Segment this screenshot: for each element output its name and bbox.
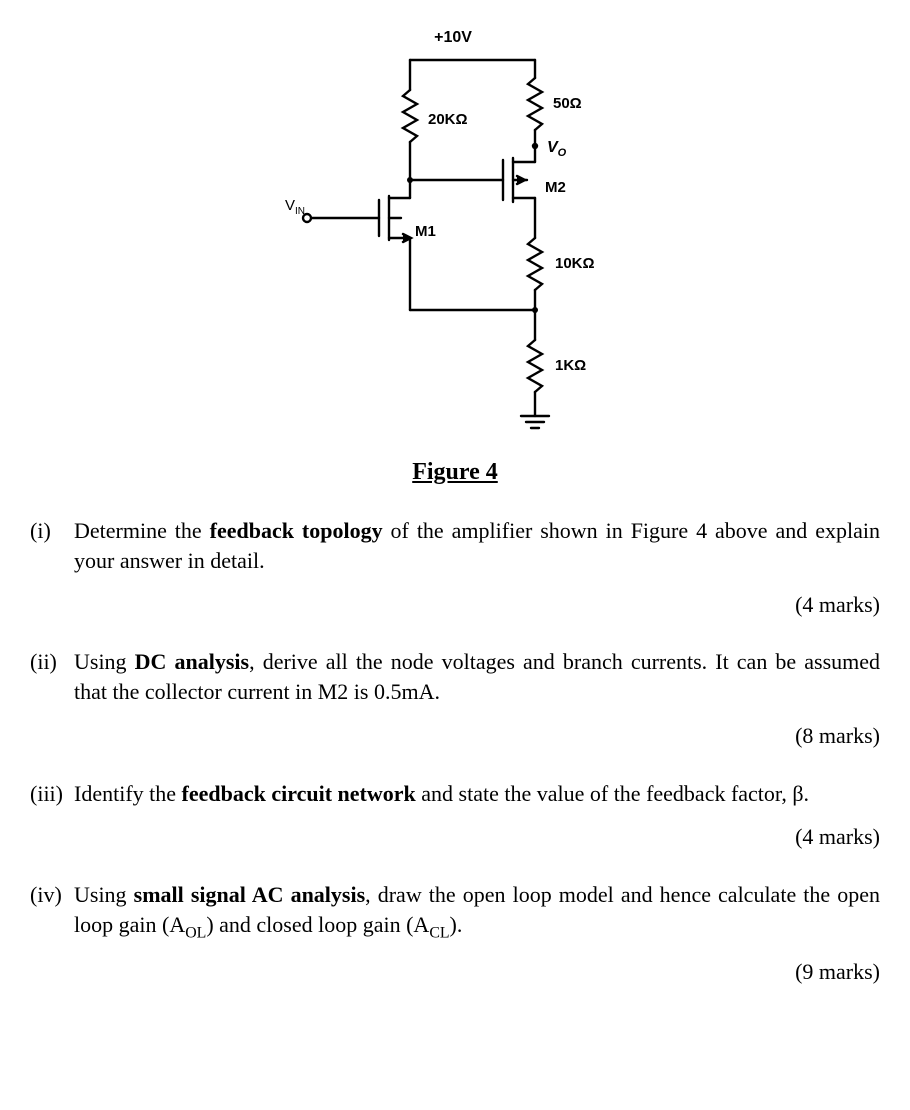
r1k-label: 1KΩ [555,357,586,374]
circuit-figure: +10V 20KΩ 50Ω VO [30,20,880,450]
q1-pre: Determine the [74,518,210,543]
question-iii: (iii) Identify the feedback circuit netw… [30,779,880,809]
q2-num: (ii) [30,647,74,706]
q2-marks: (8 marks) [30,721,880,751]
q4-marks: (9 marks) [30,957,880,987]
circuit-svg: +10V 20KΩ 50Ω VO [245,20,665,450]
r50-label: 50Ω [553,95,582,112]
q1-num: (i) [30,516,74,575]
q4-pre: Using [74,882,134,907]
m1-label: M1 [415,223,436,240]
q4-bold: small signal AC analysis [134,882,366,907]
q3-post: and state the value of the feedback fact… [416,781,809,806]
r10k-label: 10KΩ [555,255,595,272]
q3-text: Identify the feedback circuit network an… [74,779,880,809]
q4-end: ). [450,912,463,937]
q3-marks: (4 marks) [30,822,880,852]
q4-cl-sub: CL [429,924,449,941]
vo-label: VO [547,139,567,159]
q2-bold: DC analysis [135,649,249,674]
q1-text: Determine the feedback topology of the a… [74,516,880,575]
q3-bold: feedback circuit network [182,781,416,806]
q3-pre: Identify the [74,781,182,806]
question-iv: (iv) Using small signal AC analysis, dra… [30,880,880,943]
supply-label: +10V [434,29,472,46]
vin-label: VIN [285,197,305,217]
q2-pre: Using [74,649,135,674]
q4-num: (iv) [30,880,74,943]
q2-text: Using DC analysis, derive all the node v… [74,647,880,706]
q3-num: (iii) [30,779,74,809]
m2-label: M2 [545,179,566,196]
q1-bold: feedback topology [210,518,383,543]
q1-marks: (4 marks) [30,590,880,620]
q4-text: Using small signal AC analysis, draw the… [74,880,880,943]
r20k-label: 20KΩ [428,111,468,128]
q4-ol-sub: OL [185,924,206,941]
question-ii: (ii) Using DC analysis, derive all the n… [30,647,880,706]
question-i: (i) Determine the feedback topology of t… [30,516,880,575]
figure-caption: Figure 4 [30,456,880,488]
q4-mid: ) and closed loop gain (A [206,912,429,937]
